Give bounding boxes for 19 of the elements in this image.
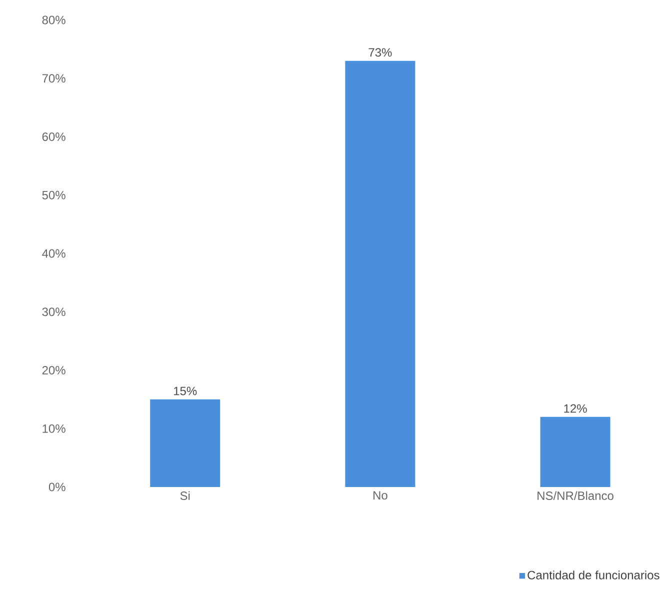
y-tick-label: 10%: [42, 424, 66, 433]
y-tick-label: 0%: [48, 482, 66, 492]
y-tick-label: 40%: [42, 249, 66, 258]
x-tick-label: No: [374, 491, 388, 500]
legend-label: Cantidad de funcionarios: [528, 570, 660, 580]
bar: [345, 60, 416, 487]
y-tick-label: 50%: [42, 190, 66, 200]
data-label: 12%: [564, 404, 587, 413]
x-tick-label: NS/NR/Blanco: [538, 491, 614, 500]
y-tick-label: 70%: [42, 74, 66, 83]
bar: [150, 399, 220, 487]
data-label: 73%: [368, 48, 392, 57]
y-tick-label: 30%: [42, 308, 66, 316]
y-tick-label: 60%: [42, 132, 66, 141]
x-tick-label: Si: [180, 491, 190, 500]
bar: [540, 416, 610, 487]
data-label: 15%: [174, 386, 197, 396]
y-tick-label: 80%: [42, 16, 66, 24]
y-tick-label: 20%: [42, 366, 66, 374]
